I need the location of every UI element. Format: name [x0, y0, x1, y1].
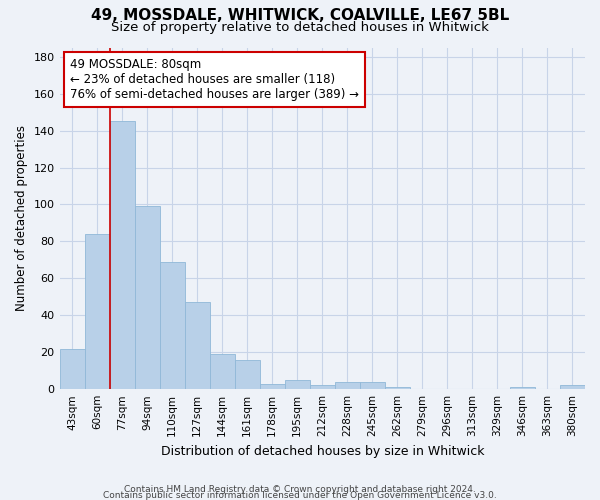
Bar — [235, 360, 260, 389]
Bar — [335, 382, 360, 389]
Bar — [110, 122, 134, 389]
Bar — [310, 386, 335, 389]
Text: 49 MOSSDALE: 80sqm
← 23% of detached houses are smaller (118)
76% of semi-detach: 49 MOSSDALE: 80sqm ← 23% of detached hou… — [70, 58, 359, 101]
Bar — [134, 206, 160, 389]
Bar — [85, 234, 110, 389]
Bar — [385, 388, 410, 389]
Text: Size of property relative to detached houses in Whitwick: Size of property relative to detached ho… — [111, 21, 489, 34]
Bar — [360, 382, 385, 389]
Bar — [59, 348, 85, 389]
X-axis label: Distribution of detached houses by size in Whitwick: Distribution of detached houses by size … — [161, 444, 484, 458]
Bar — [560, 386, 585, 389]
Bar — [260, 384, 285, 389]
Bar — [285, 380, 310, 389]
Y-axis label: Number of detached properties: Number of detached properties — [15, 126, 28, 312]
Bar — [185, 302, 209, 389]
Bar — [510, 388, 535, 389]
Bar — [160, 262, 185, 389]
Text: Contains HM Land Registry data © Crown copyright and database right 2024.: Contains HM Land Registry data © Crown c… — [124, 485, 476, 494]
Text: Contains public sector information licensed under the Open Government Licence v3: Contains public sector information licen… — [103, 491, 497, 500]
Text: 49, MOSSDALE, WHITWICK, COALVILLE, LE67 5BL: 49, MOSSDALE, WHITWICK, COALVILLE, LE67 … — [91, 8, 509, 22]
Bar — [209, 354, 235, 389]
